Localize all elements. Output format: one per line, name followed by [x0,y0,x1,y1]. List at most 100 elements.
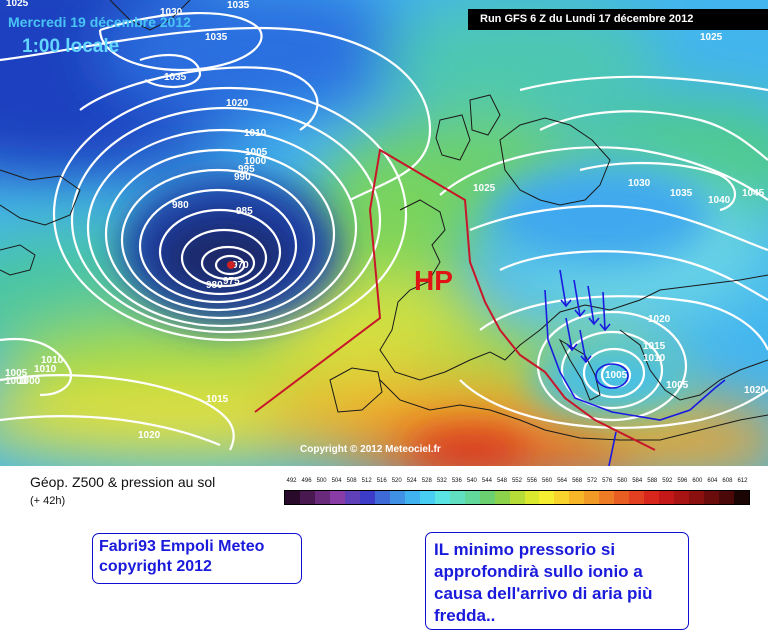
svg-text:1010: 1010 [244,128,267,139]
high-pressure-ridge-line [254,148,656,451]
scale-label: 572 [587,478,598,484]
svg-text:1010: 1010 [41,355,64,366]
svg-text:1005: 1005 [245,147,268,158]
model-run-label: Run GFS 6 Z du Lundi 17 décembre 2012 [468,9,768,30]
forecast-note-box: IL minimo pressorio si approfondirà sull… [425,532,689,630]
scale-swatch [674,491,690,504]
svg-text:1045: 1045 [742,188,765,199]
scale-swatch [704,491,720,504]
scale-swatch [629,491,645,504]
scale-swatch [659,491,675,504]
svg-text:980: 980 [206,280,223,291]
scale-label: 612 [737,478,748,484]
svg-text:1025: 1025 [6,0,29,9]
map-canvas: 1025 1030 1035 1035 1035 1020 1010 1005 … [0,0,768,466]
svg-text:1030: 1030 [628,178,651,189]
coastlines [0,0,768,441]
cold-air-arrows [544,269,726,466]
svg-text:1020: 1020 [138,430,161,441]
scale-label: 576 [602,478,613,484]
scale-label: 588 [647,478,658,484]
svg-text:975: 975 [223,276,240,287]
scale-label: 548 [496,478,507,484]
svg-text:1000: 1000 [18,376,41,387]
svg-text:990: 990 [234,172,251,183]
svg-text:1030: 1030 [160,7,183,18]
scale-label: 608 [722,478,733,484]
svg-text:1035: 1035 [670,188,693,199]
svg-text:1035: 1035 [227,0,250,11]
scale-swatch [389,491,405,504]
scale-swatch [689,491,705,504]
svg-text:1035: 1035 [164,72,187,83]
scale-label: 580 [617,478,628,484]
scale-swatch [734,491,750,504]
scale-swatch [539,491,555,504]
scale-label: 532 [436,478,447,484]
svg-text:1025: 1025 [700,32,723,43]
scale-swatch [614,491,630,504]
scale-swatch [599,491,615,504]
svg-text:1010: 1010 [643,353,666,364]
scale-label: 516 [376,478,387,484]
legend-subtitle: (+ 42h) [30,495,66,507]
scale-label: 492 [286,478,297,484]
svg-text:970: 970 [232,260,249,271]
scale-swatch [434,491,450,504]
scale-label: 552 [511,478,522,484]
scale-swatch [524,491,540,504]
scale-swatch [404,491,420,504]
low-pressure-center [227,261,235,269]
scale-label: 496 [301,478,312,484]
svg-text:1000: 1000 [244,156,267,167]
scale-label: 540 [466,478,477,484]
scale-label: 504 [331,478,342,484]
svg-text:1005: 1005 [605,370,628,381]
scale-label: 600 [692,478,703,484]
scale-label: 508 [346,478,357,484]
isobar-value-labels: 1025 1030 1035 1035 1035 1020 1010 1005 … [5,0,767,441]
svg-text:1005: 1005 [5,368,28,379]
scale-swatch [329,491,345,504]
note-line: causa dell'arrivo di aria più [434,584,653,603]
scale-swatch [449,491,465,504]
isobars [0,12,768,451]
svg-text:1025: 1025 [473,183,496,194]
svg-text:1040: 1040 [708,195,731,206]
svg-text:1015: 1015 [643,341,666,352]
scale-label: 544 [481,478,492,484]
legend-title: Géop. Z500 & pression au sol [30,474,216,490]
scale-swatch [554,491,570,504]
svg-text:1005: 1005 [666,380,689,391]
forecast-date: Mercredi 19 décembre 2012 [8,14,191,30]
svg-text:980: 980 [172,200,189,211]
scale-swatch [644,491,660,504]
svg-text:1010: 1010 [34,364,57,375]
color-scale-labels: 492 496 500 504 508 512 516 520 524 528 532 536 540 5… [284,478,750,484]
weather-map: 1025 1030 1035 1035 1035 1020 1010 1005 … [0,0,768,466]
scale-swatch [419,491,435,504]
scale-swatch [285,491,300,504]
author-copyright: copyright 2012 [99,558,212,575]
scale-swatch [569,491,585,504]
scale-label: 560 [542,478,553,484]
scale-label: 500 [316,478,327,484]
note-line: IL minimo pressorio si [434,540,616,559]
scale-swatch [299,491,315,504]
note-line: approfondirà sullo ionio a [434,562,643,581]
scale-swatch [509,491,525,504]
scale-label: 536 [451,478,462,484]
note-line: fredda.. [434,606,496,625]
high-pressure-label: HP [414,265,453,296]
author-name: Fabri93 Empoli Meteo [99,538,265,555]
scale-swatch [719,491,735,504]
scale-label: 564 [557,478,568,484]
author-box: Fabri93 Empoli Meteo copyright 2012 [92,533,302,584]
svg-text:985: 985 [236,206,253,217]
svg-text:1020: 1020 [648,314,671,325]
svg-text:1035: 1035 [205,32,228,43]
scale-swatch [479,491,495,504]
scale-label: 604 [707,478,718,484]
svg-text:1015: 1015 [206,394,229,405]
scale-label: 584 [632,478,643,484]
